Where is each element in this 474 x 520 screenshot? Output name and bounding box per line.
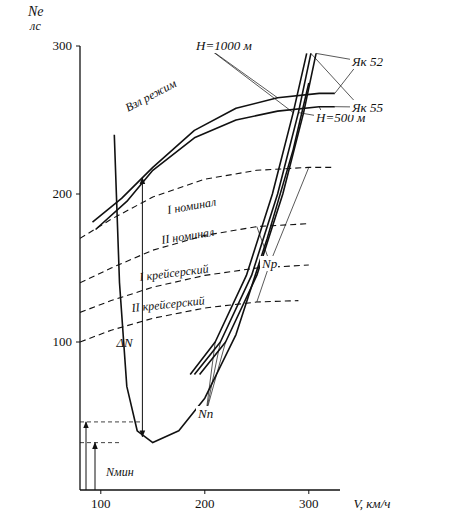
n-min-label: Nмин xyxy=(105,465,134,479)
leader-line xyxy=(311,53,360,107)
y-axis-unit: лс xyxy=(29,19,41,33)
x-tick xyxy=(204,490,205,494)
series-name: Взл режим xyxy=(123,76,179,115)
series-line xyxy=(194,53,311,374)
x-axis xyxy=(80,489,340,490)
leader-line xyxy=(206,342,226,413)
x-tick-label: 200 xyxy=(195,496,215,511)
y-tick xyxy=(76,194,80,195)
annotation-label: Як 52 xyxy=(351,54,383,69)
y-tick-label: 100 xyxy=(53,334,73,349)
label-bg xyxy=(196,406,214,421)
annotation-label: Nр xyxy=(261,256,278,271)
annotation-label: Н=1000 м xyxy=(195,38,252,53)
n-min-level xyxy=(80,421,142,422)
y-tick-label: 300 xyxy=(53,38,73,53)
series-line xyxy=(190,53,307,374)
series-name: II номинал xyxy=(159,225,215,247)
series-name: II крейсерский xyxy=(130,293,205,315)
chart: 100 200 300 100 200 300 Neлс V, км/ч Взл режим I … xyxy=(0,0,474,520)
x-axis-label: V, км/ч xyxy=(354,496,391,511)
annotation-label: Nп xyxy=(197,406,213,421)
delta-n-arrow xyxy=(142,178,143,437)
leader-line xyxy=(204,45,293,113)
series-line xyxy=(200,53,317,374)
label-bg xyxy=(194,38,254,53)
n-min-level xyxy=(80,442,120,443)
label-bg xyxy=(350,54,389,69)
series-group xyxy=(80,53,335,442)
y-tick xyxy=(76,342,80,343)
x-tick-label: 100 xyxy=(91,496,111,511)
y-axis-label: Ne xyxy=(27,4,44,19)
y-tick xyxy=(76,46,80,47)
y-axis xyxy=(79,46,80,490)
label-bg xyxy=(350,100,389,115)
series-name: I крейсерский xyxy=(138,262,210,284)
n-min-arrow xyxy=(95,443,96,490)
leader-line xyxy=(206,342,215,413)
leader-line xyxy=(206,342,220,413)
n-min-arrow xyxy=(86,422,87,490)
leader-line xyxy=(270,167,309,263)
series-name: I номинал xyxy=(165,195,217,218)
delta-n-label: ΔN xyxy=(115,335,134,350)
annotation-label: Як 55 xyxy=(351,100,383,115)
x-tick xyxy=(308,490,309,494)
y-tick-label: 200 xyxy=(53,186,73,201)
series-line xyxy=(114,83,308,443)
x-tick-label: 300 xyxy=(299,496,319,511)
x-tick xyxy=(100,490,101,494)
label-bg xyxy=(260,256,278,271)
